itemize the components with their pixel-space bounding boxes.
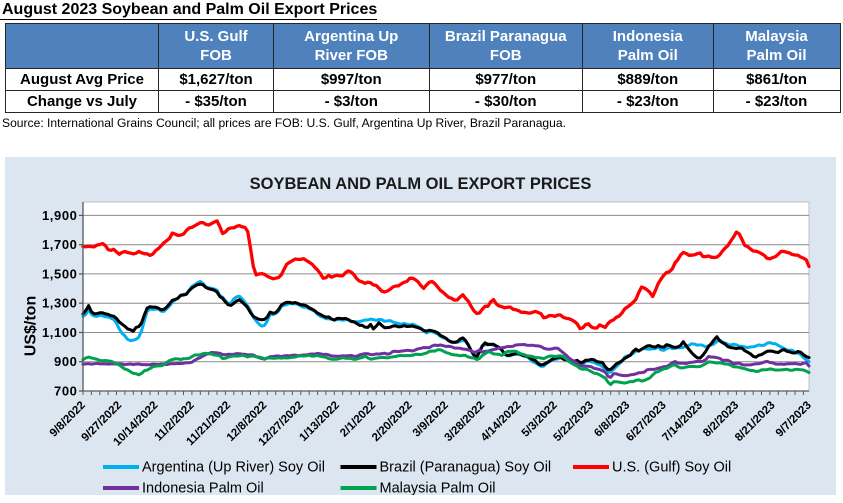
- svg-text:1,900: 1,900: [42, 208, 78, 223]
- svg-text:7/14/2023: 7/14/2023: [660, 399, 705, 444]
- svg-text:U.S. (Gulf) Soy Oil: U.S. (Gulf) Soy Oil: [612, 460, 731, 476]
- svg-text:2/20/2022: 2/20/2022: [370, 399, 415, 444]
- svg-text:Argentina (Up River) Soy Oil: Argentina (Up River) Soy Oil: [142, 460, 325, 476]
- svg-text:1,300: 1,300: [42, 296, 78, 311]
- svg-text:1,700: 1,700: [42, 237, 78, 252]
- svg-text:4/14/2022: 4/14/2022: [479, 399, 524, 444]
- svg-text:8/21/2023: 8/21/2023: [733, 399, 778, 444]
- svg-text:900: 900: [54, 354, 78, 369]
- svg-text:US$/ton: US$/ton: [23, 296, 40, 356]
- svg-text:5/22/2023: 5/22/2023: [551, 399, 596, 444]
- svg-text:Indonesia Palm Oil: Indonesia Palm Oil: [142, 481, 264, 496]
- svg-text:9/7/2023: 9/7/2023: [774, 399, 814, 439]
- svg-text:1,500: 1,500: [42, 266, 78, 281]
- svg-text:SOYBEAN AND PALM OIL EXPORT PR: SOYBEAN AND PALM OIL EXPORT PRICES: [250, 175, 592, 193]
- svg-text:1/13/2022: 1/13/2022: [297, 399, 342, 444]
- svg-text:Brazil (Paranagua) Soy Oil: Brazil (Paranagua) Soy Oil: [380, 460, 552, 476]
- svg-text:Malaysia Palm Oil: Malaysia Palm Oil: [380, 481, 496, 496]
- svg-text:700: 700: [54, 384, 78, 399]
- svg-text:1,100: 1,100: [42, 325, 78, 340]
